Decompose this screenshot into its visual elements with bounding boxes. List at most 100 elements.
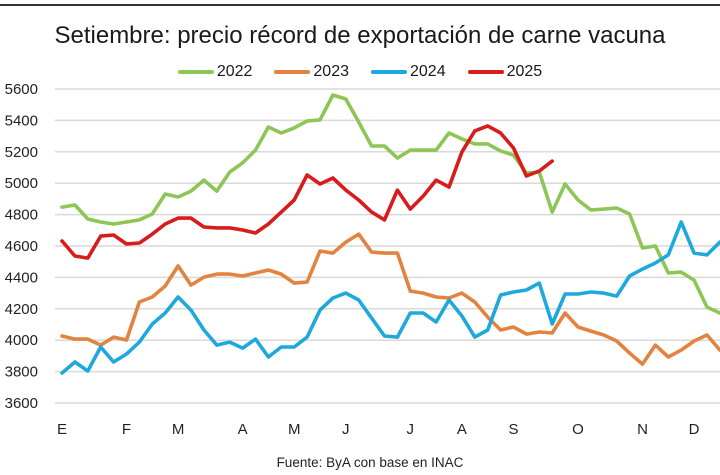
data-point-2025-w14 xyxy=(241,229,244,232)
data-point-2025-w13 xyxy=(228,226,231,229)
data-point-2025-w34 xyxy=(499,132,502,135)
data-point-2022-w15 xyxy=(254,149,257,152)
data-point-2023-w7 xyxy=(151,296,154,299)
data-point-2022-w19 xyxy=(306,120,309,123)
data-point-2023-w33 xyxy=(486,316,489,319)
data-point-2022-w1 xyxy=(73,204,76,207)
data-point-2024-w12 xyxy=(215,344,218,347)
x-tick-label: N xyxy=(637,421,648,438)
data-point-2023-w9 xyxy=(177,264,180,267)
data-point-2023-w50 xyxy=(706,334,709,337)
data-point-2025-w28 xyxy=(422,195,425,198)
data-point-2024-w48 xyxy=(680,221,683,224)
data-point-2025-w35 xyxy=(512,147,515,150)
data-point-2023-w41 xyxy=(589,330,592,333)
y-tick-label: 5000 xyxy=(5,175,38,192)
data-point-2024-w39 xyxy=(564,293,567,296)
x-tick-label: D xyxy=(689,421,700,438)
data-point-2025-w32 xyxy=(473,129,476,132)
data-point-2023-w49 xyxy=(693,340,696,343)
data-point-2024-w7 xyxy=(151,323,154,326)
data-point-2022-w10 xyxy=(190,190,193,193)
data-point-2022-w38 xyxy=(551,211,554,214)
data-point-2022-w49 xyxy=(693,279,696,282)
data-point-2024-w19 xyxy=(306,336,309,339)
data-point-2022-w34 xyxy=(499,150,502,153)
data-point-2024-w0 xyxy=(61,372,64,375)
data-point-2024-w11 xyxy=(202,329,205,332)
data-point-2023-w42 xyxy=(602,334,605,337)
data-point-2023-w35 xyxy=(512,326,515,329)
y-tick-label: 4200 xyxy=(5,301,38,318)
data-point-2023-w12 xyxy=(215,273,218,276)
data-point-2025-w2 xyxy=(86,257,89,260)
data-point-2025-w15 xyxy=(254,232,257,235)
data-point-2023-w45 xyxy=(641,363,644,366)
data-point-2025-w8 xyxy=(164,223,167,226)
data-point-2024-w3 xyxy=(99,346,102,349)
data-point-2024-w10 xyxy=(190,309,193,312)
data-point-2025-w10 xyxy=(190,217,193,220)
x-tick-label: A xyxy=(457,421,467,438)
data-point-2024-w21 xyxy=(331,297,334,300)
data-point-2022-w28 xyxy=(422,149,425,152)
series-line-2025 xyxy=(60,124,555,260)
data-point-2024-w18 xyxy=(293,346,296,349)
data-point-2023-w43 xyxy=(615,340,618,343)
data-point-2023-w6 xyxy=(138,301,141,304)
data-point-2022-w20 xyxy=(319,118,322,121)
data-point-2024-w23 xyxy=(357,299,360,302)
data-point-2024-w38 xyxy=(551,323,554,326)
data-point-2023-w26 xyxy=(396,252,399,255)
data-point-2022-w11 xyxy=(202,179,205,182)
data-point-2025-w30 xyxy=(448,186,451,189)
data-point-2023-w18 xyxy=(293,282,296,285)
source-text: Fuente: ByA con base en INAC xyxy=(276,455,464,470)
data-point-2025-w27 xyxy=(409,208,412,211)
data-point-2025-w5 xyxy=(125,243,128,246)
data-point-2022-w12 xyxy=(215,190,218,193)
x-tick-label: O xyxy=(572,421,584,438)
data-point-2025-w38 xyxy=(551,160,554,163)
data-point-2023-w25 xyxy=(383,252,386,255)
data-point-2022-w27 xyxy=(409,149,412,152)
data-point-2024-w32 xyxy=(473,336,476,339)
data-point-2023-w0 xyxy=(61,335,64,338)
data-point-2023-w34 xyxy=(499,329,502,332)
gridlines xyxy=(55,88,720,404)
x-tick-label: F xyxy=(122,421,131,438)
data-point-2025-w0 xyxy=(61,240,64,243)
data-point-2023-w21 xyxy=(331,252,334,255)
data-point-2024-w50 xyxy=(706,253,709,256)
y-tick-label: 3600 xyxy=(5,395,38,412)
data-point-2022-w41 xyxy=(589,209,592,212)
data-point-2022-w9 xyxy=(177,196,180,199)
data-point-2024-w45 xyxy=(641,268,644,271)
data-point-2024-w24 xyxy=(370,317,373,320)
data-point-2022-w16 xyxy=(267,126,270,129)
data-point-2025-w9 xyxy=(177,217,180,220)
data-point-2025-w16 xyxy=(267,223,270,226)
data-point-2022-w32 xyxy=(473,142,476,145)
data-point-2024-w46 xyxy=(654,262,657,265)
data-point-2023-w32 xyxy=(473,301,476,304)
data-point-2022-w45 xyxy=(641,247,644,250)
data-point-2024-w31 xyxy=(460,315,463,318)
data-point-2023-w19 xyxy=(306,281,309,284)
data-point-2022-w8 xyxy=(164,193,167,196)
data-point-2025-w26 xyxy=(396,189,399,192)
y-tick-label: 4600 xyxy=(5,238,38,255)
data-point-2022-w31 xyxy=(460,137,463,140)
data-point-2023-w46 xyxy=(654,344,657,347)
data-point-2022-w24 xyxy=(370,145,373,148)
y-tick-label: 5200 xyxy=(5,144,38,161)
data-point-2025-w12 xyxy=(215,226,218,229)
source-note: Fuente: ByA con base en INAC xyxy=(0,455,720,470)
data-point-2023-w38 xyxy=(551,332,554,335)
data-point-2025-w36 xyxy=(525,175,528,178)
data-point-2025-w33 xyxy=(486,124,489,127)
data-point-2022-w5 xyxy=(125,221,128,224)
legend-label-2022: 2022 xyxy=(216,63,253,80)
data-point-2024-w2 xyxy=(86,370,89,373)
